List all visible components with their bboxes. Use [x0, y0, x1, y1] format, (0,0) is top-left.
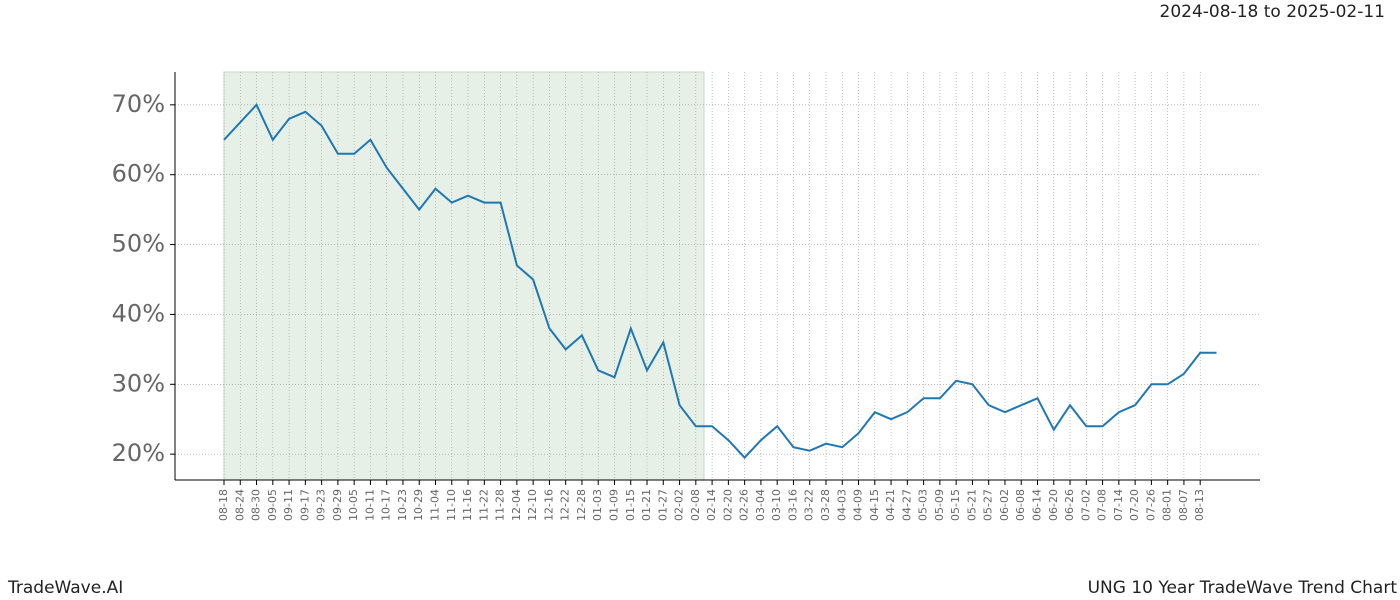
x-tick-label: 11-16	[461, 489, 474, 521]
x-tick-label: 11-22	[477, 489, 490, 521]
x-tick-label: 05-09	[933, 489, 946, 521]
x-tick-label: 04-27	[900, 489, 913, 521]
x-tick-label: 03-04	[754, 489, 767, 521]
x-tick-label: 03-28	[819, 489, 832, 521]
x-tick-label: 09-05	[266, 489, 279, 521]
x-tick-label: 03-16	[786, 489, 799, 521]
x-tick-label: 02-08	[689, 489, 702, 521]
x-tick-label: 09-11	[282, 489, 295, 521]
x-tick-label: 10-11	[363, 489, 376, 521]
x-tick-label: 12-10	[526, 489, 539, 521]
x-tick-label: 09-23	[315, 489, 328, 521]
x-tick-label: 07-26	[1144, 489, 1157, 521]
trend-line	[223, 103, 1217, 460]
x-tick-label: 03-22	[803, 489, 816, 521]
x-tick-label: 12-04	[510, 489, 523, 521]
x-tick-label: 04-03	[835, 489, 848, 521]
x-tick-label: 10-05	[347, 489, 360, 521]
x-tick-label: 06-14	[1031, 489, 1044, 521]
chart-title: UNG 10 Year TradeWave Trend Chart	[1088, 578, 1398, 598]
x-tick-label: 06-08	[1014, 489, 1027, 521]
y-tick-label: 50%	[112, 230, 165, 258]
x-tick-label: 11-28	[494, 489, 507, 521]
x-tick-label: 06-02	[998, 489, 1011, 521]
x-tick-label: 12-16	[542, 489, 555, 521]
x-tick-label: 08-30	[250, 489, 263, 521]
x-tick-label: 01-03	[591, 489, 604, 521]
x-tick-label: 05-21	[965, 489, 978, 521]
x-tick-label: 01-09	[607, 489, 620, 521]
x-tick-label: 03-10	[770, 489, 783, 521]
x-tick-label: 02-14	[705, 489, 718, 521]
x-tick-label: 04-09	[852, 489, 865, 521]
x-tick-label: 02-26	[738, 489, 751, 521]
x-tick-label: 06-26	[1063, 489, 1076, 521]
x-tick-label: 12-22	[559, 489, 572, 521]
y-tick-label: 30%	[112, 369, 165, 397]
x-tick-label: 10-23	[396, 489, 409, 521]
x-tick-label: 05-03	[917, 489, 930, 521]
x-tick-label: 08-13	[1193, 489, 1206, 521]
date-range: 2024-08-18 to 2025-02-11	[1160, 2, 1385, 22]
x-tick-label: 02-20	[721, 489, 734, 521]
x-tick-label: 07-14	[1112, 489, 1125, 521]
x-tick-label: 01-27	[656, 489, 669, 521]
x-tick-label: 07-20	[1128, 489, 1141, 521]
x-tick-label: 08-24	[233, 489, 246, 521]
x-tick-label: 01-15	[624, 489, 637, 521]
y-tick-label: 40%	[112, 299, 165, 327]
x-tick-label: 04-21	[884, 489, 897, 521]
x-tick-label: 04-15	[868, 489, 881, 521]
x-tick-label: 10-29	[412, 489, 425, 521]
y-tick-label: 60%	[112, 160, 165, 188]
x-tick-label: 11-04	[429, 489, 442, 521]
x-tick-label: 08-18	[217, 489, 230, 521]
x-tick-label: 02-02	[673, 489, 686, 521]
x-tick-label: 07-08	[1096, 489, 1109, 521]
x-tick-label: 01-21	[640, 489, 653, 521]
x-tick-label: 12-28	[575, 489, 588, 521]
highlight-span	[223, 71, 705, 481]
x-tick-label: 06-20	[1047, 489, 1060, 521]
brand: TradeWave.AI	[7, 578, 123, 598]
x-tick-label: 08-07	[1177, 489, 1190, 521]
y-tick-label: 70%	[112, 90, 165, 118]
x-tick-label: 07-02	[1079, 489, 1092, 521]
x-tick-label: 09-29	[331, 489, 344, 521]
y-tick-label: 20%	[112, 439, 165, 467]
x-tick-label: 08-01	[1161, 489, 1174, 521]
x-tick-label: 10-17	[380, 489, 393, 521]
x-tick-label: 09-17	[298, 489, 311, 521]
x-tick-label: 05-15	[949, 489, 962, 521]
x-tick-label: 05-27	[982, 489, 995, 521]
x-tick-label: 11-10	[445, 489, 458, 521]
